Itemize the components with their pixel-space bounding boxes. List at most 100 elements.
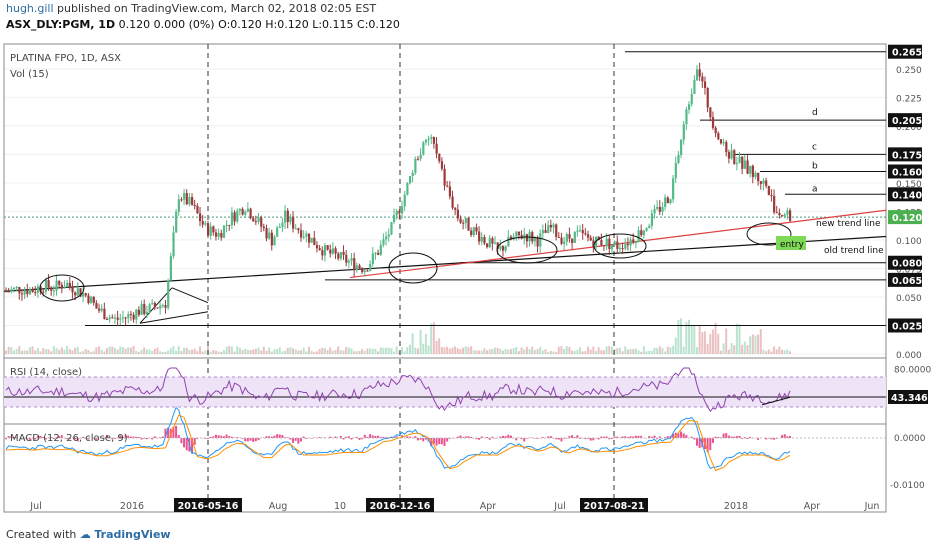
candle-body — [28, 289, 32, 295]
candle-body — [143, 303, 146, 315]
annotation-b: b — [812, 161, 818, 171]
volume-bar — [188, 349, 191, 354]
candle-body — [58, 280, 61, 285]
tradingview-brand[interactable]: TradingView — [94, 528, 171, 541]
volume-bar — [624, 346, 627, 354]
macd-histogram-bar — [576, 435, 579, 438]
volume-bar — [331, 350, 334, 354]
volume-bar — [84, 349, 87, 354]
macd-histogram-bar — [677, 433, 680, 438]
macd-histogram-bar — [749, 436, 752, 438]
candle-body — [90, 296, 93, 303]
volume-bar — [393, 351, 396, 354]
candle-body — [66, 282, 69, 287]
macd-line — [5, 406, 791, 470]
macd-histogram-bar — [456, 436, 459, 438]
volume-bar — [778, 346, 781, 354]
candle-body — [121, 317, 125, 319]
annotation-d: d — [812, 108, 818, 118]
macd-histogram-bar — [650, 436, 653, 438]
macd-histogram-bar — [145, 438, 148, 440]
candle-body — [767, 185, 770, 196]
candle-body — [406, 183, 409, 195]
macd-histogram-bar — [781, 435, 784, 438]
volume-bar — [693, 325, 696, 354]
level-label-box — [888, 164, 922, 179]
macd-histogram-bar — [60, 435, 63, 438]
symbol-label: ASX_DLY:PGM, 1D — [6, 18, 116, 31]
candle-body — [608, 238, 611, 249]
candle-body — [382, 239, 385, 245]
volume-bar — [18, 346, 21, 354]
macd-histogram-bar — [584, 438, 587, 440]
volume-bar — [318, 349, 321, 354]
candle-body — [653, 208, 656, 214]
candle-body — [695, 69, 699, 81]
volume-bar — [278, 347, 281, 354]
macd-histogram-bar — [478, 438, 481, 440]
macd-histogram-bar — [95, 438, 98, 440]
volume-bar — [175, 350, 178, 354]
candle-body — [478, 231, 481, 242]
author-link[interactable]: hugh.gill — [6, 2, 54, 15]
volume-bar — [20, 350, 23, 354]
volume-bar — [451, 347, 454, 354]
price-tick-label: 0.200 — [896, 123, 922, 133]
candle-body — [539, 233, 542, 247]
macd-histogram-bar — [422, 438, 425, 442]
volume-bar — [113, 347, 116, 354]
candle-body — [648, 225, 651, 229]
time-label: 2016 — [120, 501, 144, 512]
macd-histogram-bar — [730, 436, 733, 438]
volume-bar — [201, 351, 204, 354]
volume-bar — [509, 349, 512, 354]
candle-body — [151, 302, 154, 305]
level-label: 0.080 — [892, 259, 922, 270]
candle-body — [145, 311, 149, 315]
candle-body — [276, 227, 279, 237]
candle-body — [220, 233, 223, 238]
volume-bar — [90, 351, 93, 354]
volume-bar — [597, 347, 600, 354]
macd-histogram-bar — [111, 438, 114, 440]
candle-body — [629, 239, 632, 246]
volume-bar — [584, 351, 587, 354]
candle-body — [286, 210, 289, 223]
candle-body — [113, 317, 117, 319]
volume-bar — [238, 347, 241, 354]
candle-body — [573, 231, 576, 243]
macd-histogram-bar — [246, 438, 249, 442]
candle-body — [743, 160, 747, 169]
candle-body — [193, 204, 196, 206]
volume-bar — [610, 346, 613, 354]
macd-histogram-bar — [480, 436, 483, 438]
candle-body — [438, 153, 441, 162]
volume-bar — [629, 348, 632, 354]
time-label: Jul — [29, 501, 41, 512]
candle-body — [230, 212, 234, 226]
volume-bar — [695, 347, 698, 354]
volume-bar — [382, 348, 385, 354]
macd-histogram-bar — [180, 438, 183, 444]
macd-histogram-bar — [547, 436, 550, 438]
volume-bar — [579, 347, 582, 354]
candle-body — [50, 287, 53, 291]
candle-body — [217, 233, 220, 237]
volume-bar — [767, 349, 770, 354]
volume-bar — [507, 349, 510, 354]
macd-histogram-bar — [26, 438, 29, 439]
macd-histogram-bar — [151, 438, 154, 440]
price-tick-label: 0.150 — [896, 180, 922, 190]
candle-body — [127, 314, 130, 319]
volume-bar — [419, 329, 422, 354]
volume-bar — [34, 350, 37, 354]
volume-bar — [717, 333, 720, 354]
candle-body — [318, 248, 321, 251]
candle-body — [587, 234, 590, 238]
candle-body — [443, 168, 446, 186]
volume-bar — [613, 348, 616, 354]
volume-bar — [698, 325, 701, 354]
macd-histogram-bar — [464, 436, 467, 438]
volume-bar — [395, 346, 398, 354]
